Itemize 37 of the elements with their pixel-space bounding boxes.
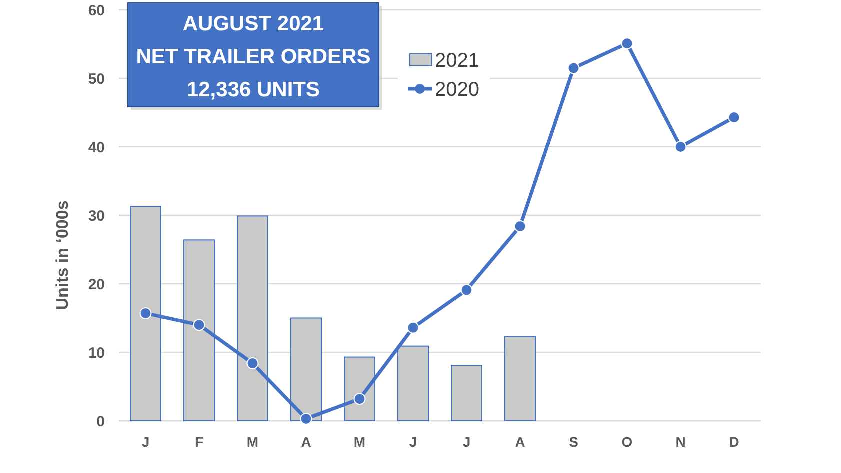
y-tick-label: 20 bbox=[88, 276, 105, 294]
point bbox=[674, 141, 687, 153]
x-tick-label: F bbox=[194, 434, 204, 450]
x-tick-label: N bbox=[676, 434, 686, 450]
point bbox=[246, 357, 259, 370]
x-tick-label: O bbox=[622, 434, 633, 450]
point bbox=[354, 393, 366, 406]
point bbox=[568, 62, 580, 74]
x-tick-label: J bbox=[462, 434, 471, 450]
point bbox=[621, 38, 634, 50]
point bbox=[728, 112, 740, 124]
x-tick-label: M bbox=[246, 434, 259, 450]
y-tick-label: 50 bbox=[88, 70, 105, 88]
x-tick-label: J bbox=[142, 434, 150, 450]
y-axis-title: Units in ‘000s bbox=[52, 200, 72, 310]
x-tick-label: J bbox=[409, 434, 418, 450]
y-tick-label: 0 bbox=[96, 413, 105, 430]
text: AUGUST 2021 NET TRAILER ORDERS 12,336 UNITS bbox=[136, 12, 371, 102]
y-tick-label: 30 bbox=[88, 208, 105, 225]
y-tick-label: 60 bbox=[88, 2, 105, 20]
point bbox=[193, 319, 206, 332]
x-tick-label: D bbox=[729, 434, 740, 450]
legend-label: 2021 bbox=[435, 50, 480, 72]
point bbox=[300, 412, 312, 425]
bar bbox=[504, 336, 536, 422]
y-tick-label: 40 bbox=[88, 139, 105, 156]
bar bbox=[451, 365, 482, 422]
x-tick-label: A bbox=[515, 434, 526, 450]
x-tick-label: S bbox=[569, 434, 578, 450]
legend-label: 2020 bbox=[435, 79, 480, 101]
y-tick-label: 10 bbox=[88, 344, 105, 362]
point bbox=[514, 220, 526, 232]
x-tick-label: A bbox=[301, 434, 312, 450]
x-tick-label: M bbox=[354, 434, 366, 450]
point bbox=[460, 284, 473, 296]
point bbox=[407, 322, 420, 334]
point bbox=[140, 307, 152, 320]
